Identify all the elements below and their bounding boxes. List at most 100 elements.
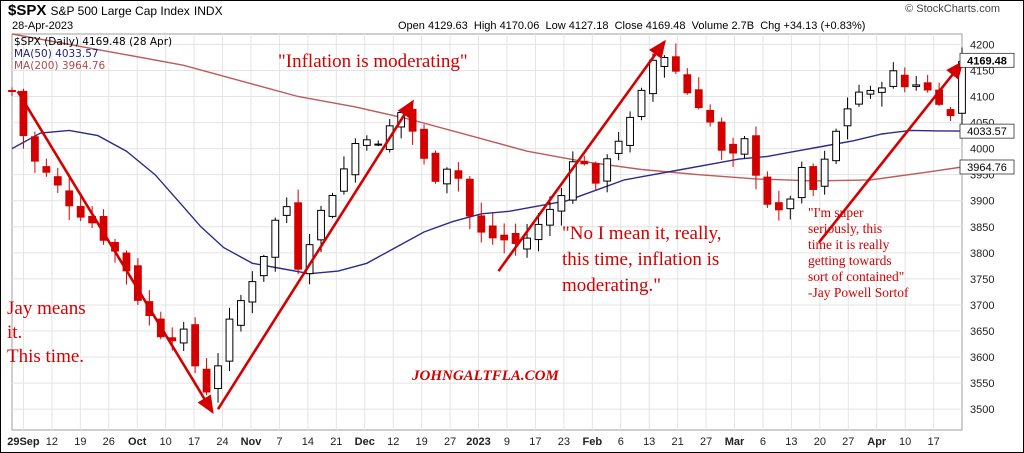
x-tick-label: Nov <box>241 436 263 448</box>
x-tick-label: 2023 <box>466 436 490 448</box>
x-tick-label: 27 <box>444 436 456 448</box>
candle <box>408 103 417 145</box>
trend-arrow <box>216 99 414 410</box>
candle-body <box>580 160 589 165</box>
candle <box>797 161 806 204</box>
candle-body <box>683 74 692 94</box>
y-axis: 3500355036003650370037503800385039003950… <box>970 39 994 416</box>
candle <box>42 158 51 177</box>
candle-body <box>820 158 829 187</box>
candle-body <box>328 194 337 217</box>
value-tag: 4033.57 <box>959 123 1015 139</box>
legend-price: $SPX (Daily) 4169.48 (28 Apr) <box>14 36 173 48</box>
watermark: JOHNGALTFLA.COM <box>412 368 559 384</box>
candle-body <box>534 223 543 241</box>
candle-body <box>374 143 383 146</box>
value-tag-box <box>959 52 1015 68</box>
value-tag-label: 3964.76 <box>967 162 1007 174</box>
x-tick-label: 17 <box>188 436 200 448</box>
y-tick-label: 3850 <box>970 222 994 234</box>
candle-body <box>30 136 39 162</box>
annotation-line: sort of contained" <box>808 269 905 284</box>
candle <box>534 213 543 252</box>
candle <box>649 53 657 102</box>
candle <box>591 161 600 190</box>
candle <box>134 258 142 305</box>
candle <box>660 55 669 78</box>
x-tick-label: 26 <box>103 436 115 448</box>
x-tick-label: 27 <box>700 436 712 448</box>
candle-body <box>958 61 966 114</box>
candle <box>580 155 589 166</box>
annotation-line: seriously, this <box>808 221 883 236</box>
annotation-jay-means-it: Jay means it. This time. <box>7 297 86 369</box>
x-tick-label: 9 <box>504 436 510 448</box>
candle <box>683 68 692 95</box>
x-tick-label: 10 <box>899 436 911 448</box>
candle <box>340 156 348 195</box>
annotation-line: Jay means <box>7 298 86 319</box>
candle <box>179 321 188 351</box>
annotation-line: moderating." <box>562 275 662 296</box>
candle-body <box>660 56 669 67</box>
trend-arrow <box>817 60 964 244</box>
candle <box>511 223 520 256</box>
annotation-line: This time. <box>7 346 85 367</box>
candle <box>271 217 280 272</box>
candle <box>717 117 726 160</box>
candle <box>820 150 829 195</box>
candle-body <box>500 234 509 241</box>
annotation-powell-quote: "I'm super seriously, this time it is re… <box>808 205 909 301</box>
chg-label: Chg <box>760 20 781 32</box>
candle-body <box>671 56 680 72</box>
candle <box>614 131 623 161</box>
candle <box>294 189 303 275</box>
candle <box>202 358 211 396</box>
candle <box>488 212 497 245</box>
candle <box>740 136 749 159</box>
close-value: 4169.48 <box>645 20 686 32</box>
candle <box>362 135 371 151</box>
candle <box>454 162 463 192</box>
candle-body <box>191 324 200 367</box>
candle <box>53 167 62 193</box>
candle-body <box>179 328 188 344</box>
exchange: INDX <box>193 4 223 18</box>
chg-value: +34.13 (+0.83%) <box>783 20 866 32</box>
candle <box>214 353 222 403</box>
candle-body <box>797 166 806 199</box>
candle-body <box>889 70 898 87</box>
trend-arrow <box>497 39 666 272</box>
x-tick-label: 19 <box>416 436 428 448</box>
candle <box>626 111 634 153</box>
volume-value: 2.7B <box>731 20 755 32</box>
candle <box>225 307 234 372</box>
x-tick-label: 13 <box>785 436 797 448</box>
candle-body <box>8 90 16 93</box>
value-tag-box <box>959 159 1015 175</box>
candle-body <box>637 89 646 118</box>
x-tick-label: 19 <box>74 436 86 448</box>
x-tick-label: 17 <box>928 436 940 448</box>
x-tick-label: 21 <box>672 436 684 448</box>
candle-body <box>362 139 371 146</box>
legend-ma200: MA(200) 3964.76 <box>14 60 106 72</box>
candle-body <box>740 138 749 155</box>
x-tick-label: 6 <box>760 436 766 448</box>
value-tag: 4169.48 <box>959 52 1015 68</box>
candle-body <box>591 163 600 184</box>
candle <box>843 97 852 140</box>
candle <box>374 140 383 147</box>
x-axis: 29Sep 12 19 26 Oct 10 17 24 Nov 7 14 21 Dec 12 19 27 202… <box>7 436 940 448</box>
value-tag-label: 4033.57 <box>967 126 1007 138</box>
candle <box>603 154 612 193</box>
candle-body <box>855 91 863 105</box>
candle <box>443 167 451 194</box>
candle-body <box>42 166 51 173</box>
annotation-inflation-moderating: "Inflation is moderating" <box>278 51 468 72</box>
annotation-line: -Jay Powell Sortof <box>808 285 909 300</box>
y-tick-label: 4000 <box>970 144 994 156</box>
candle <box>706 104 715 127</box>
x-tick-label: 10 <box>160 436 172 448</box>
candle-body <box>488 225 497 239</box>
